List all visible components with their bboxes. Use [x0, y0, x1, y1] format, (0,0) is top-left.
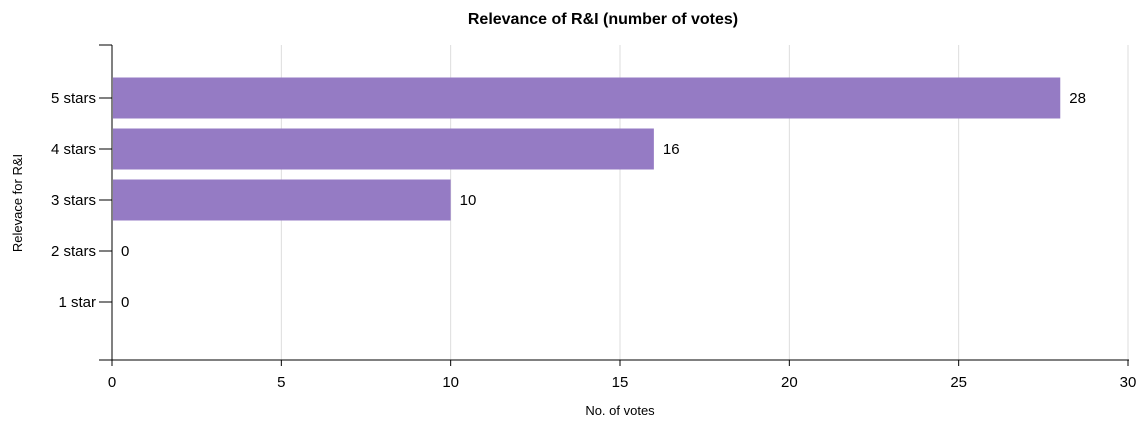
- bar-0: [113, 77, 1061, 119]
- y-axis-ticks: 5 stars 4 stars 3 stars 2 stars 1 star: [51, 44, 112, 311]
- x-axis-ticks: 0 5 10 15 20 25 30: [108, 360, 1137, 391]
- bars: [113, 77, 1061, 221]
- data-labels: 28 16 10 0 0: [121, 90, 1086, 311]
- x-tick-label-3: 15: [612, 374, 629, 391]
- chart-title: Relevance of R&I (number of votes): [468, 11, 738, 28]
- data-label-3: 0: [121, 243, 129, 260]
- x-tick-label-5: 25: [950, 374, 967, 391]
- data-label-1: 16: [663, 141, 680, 158]
- y-tick-label-4: 1 star: [58, 294, 96, 311]
- x-tick-label-4: 20: [781, 374, 798, 391]
- x-tick-label-0: 0: [108, 374, 116, 391]
- data-label-0: 28: [1069, 90, 1086, 107]
- y-tick-label-1: 4 stars: [51, 141, 96, 158]
- x-tick-label-6: 30: [1120, 374, 1137, 391]
- y-tick-label-0: 5 stars: [51, 90, 96, 107]
- x-tick-label-1: 5: [277, 374, 285, 391]
- x-tick-label-2: 10: [442, 374, 459, 391]
- bar-2: [113, 179, 451, 221]
- y-tick-label-3: 2 stars: [51, 243, 96, 260]
- y-axis-title: Relevace for R&I: [10, 154, 25, 252]
- data-label-4: 0: [121, 294, 129, 311]
- y-tick-label-2: 3 stars: [51, 192, 96, 209]
- data-label-2: 10: [460, 192, 477, 209]
- x-axis-title: No. of votes: [585, 403, 655, 418]
- bar-1: [113, 128, 654, 170]
